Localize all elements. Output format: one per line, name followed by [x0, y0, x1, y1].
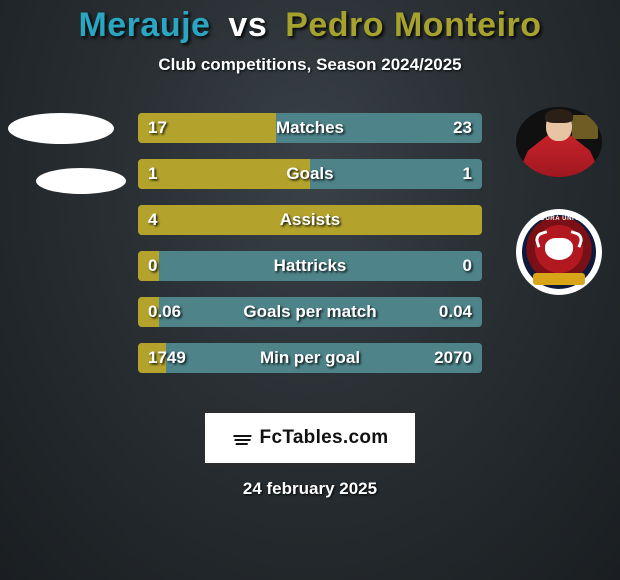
page-title: Merauje vs Pedro Monteiro [0, 6, 620, 45]
stat-label: Matches [138, 113, 482, 143]
stat-right-value: 1 [463, 159, 472, 189]
stat-label: Assists [138, 205, 482, 235]
comparison-card: Merauje vs Pedro Monteiro Club competiti… [0, 0, 620, 499]
stat-right-value: 0 [463, 251, 472, 281]
player-photo [516, 107, 602, 177]
date-line: 24 february 2025 [0, 479, 620, 499]
right-avatars: MADURA UNITED [516, 107, 602, 295]
subtitle: Club competitions, Season 2024/2025 [0, 55, 620, 75]
avatar-placeholder [36, 168, 126, 194]
stat-right-value: 0.04 [439, 297, 472, 327]
stat-label: Min per goal [138, 343, 482, 373]
stats-area: 17Matches23 1Goals1 4Assists 0Hattricks0 0.0… [0, 113, 620, 403]
stat-label: Goals [138, 159, 482, 189]
stat-row: 1Goals1 [138, 159, 482, 189]
club-badge: MADURA UNITED [516, 209, 602, 295]
source-badge-text: FcTables.com [260, 427, 389, 449]
stat-row: 0.06Goals per match0.04 [138, 297, 482, 327]
fctables-logo-icon [232, 427, 254, 449]
title-vs: vs [228, 6, 267, 44]
stat-label: Goals per match [138, 297, 482, 327]
stat-row: 4Assists [138, 205, 482, 235]
source-badge: FcTables.com [203, 411, 417, 465]
title-player2: Pedro Monteiro [285, 6, 541, 44]
stat-row: 17Matches23 [138, 113, 482, 143]
stat-row: 0Hattricks0 [138, 251, 482, 281]
stat-right-value: 2070 [434, 343, 472, 373]
stat-bars: 17Matches23 1Goals1 4Assists 0Hattricks0 0.0… [138, 113, 482, 389]
stat-row: 1749Min per goal2070 [138, 343, 482, 373]
club-badge-text: MADURA UNITED [516, 216, 602, 222]
stat-right-value: 23 [453, 113, 472, 143]
stat-label: Hattricks [138, 251, 482, 281]
title-player1: Merauje [78, 6, 210, 44]
avatar-placeholder [8, 113, 114, 144]
left-avatars [8, 113, 126, 218]
